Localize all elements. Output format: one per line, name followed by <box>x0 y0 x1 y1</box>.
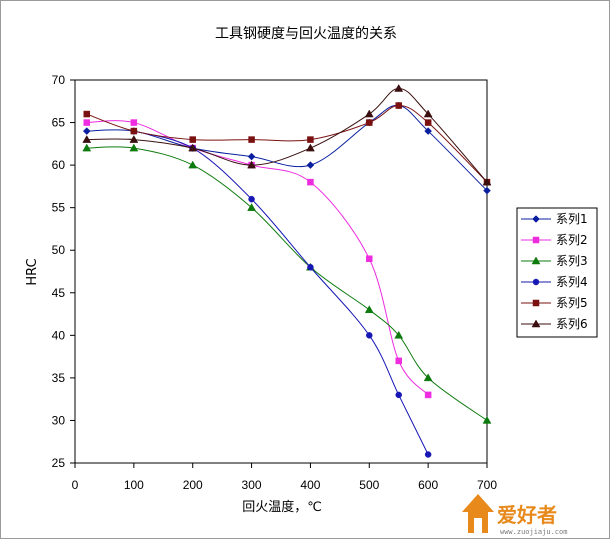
x-tick-label: 0 <box>72 478 79 492</box>
data-point <box>366 119 373 126</box>
data-point <box>307 178 314 186</box>
x-tick-label: 400 <box>300 478 320 492</box>
series-layer <box>82 84 492 458</box>
data-point <box>423 109 433 118</box>
y-tick-label: 35 <box>52 371 66 385</box>
house-icon <box>462 494 494 533</box>
legend-label: 系列1 <box>556 212 588 226</box>
x-tick-label: 200 <box>183 478 203 492</box>
legend-item: 系列2 <box>521 233 588 247</box>
legend-item: 系列6 <box>521 317 588 331</box>
data-point <box>424 391 432 399</box>
data-point <box>482 177 492 186</box>
y-tick-label: 25 <box>52 456 66 470</box>
legend-item: 系列5 <box>521 296 588 310</box>
data-point <box>395 102 402 109</box>
y-tick-label: 50 <box>52 243 66 257</box>
data-point <box>247 160 257 169</box>
data-point <box>394 330 404 339</box>
legend-label: 系列3 <box>556 254 588 268</box>
data-point <box>83 119 91 126</box>
y-tick-label: 55 <box>52 201 66 215</box>
legend-marker <box>531 256 541 265</box>
data-point <box>307 263 314 271</box>
data-point <box>366 255 373 262</box>
data-point <box>395 357 402 365</box>
x-tick-label: 100 <box>124 478 144 492</box>
data-point <box>82 135 92 143</box>
legend-item: 系列3 <box>521 254 588 268</box>
y-axis-label: HRC <box>25 258 40 285</box>
series-line <box>86 104 488 191</box>
y-tick-label: 60 <box>52 158 66 172</box>
data-point <box>129 135 139 143</box>
data-point <box>423 373 433 382</box>
watermark-sub-text: www.zuojiaju.com <box>500 528 567 536</box>
data-point <box>364 305 374 314</box>
x-tick-label: 700 <box>477 478 497 492</box>
data-point <box>129 143 139 152</box>
legend-marker <box>531 319 541 328</box>
data-point <box>482 415 492 424</box>
chart-title: 工具钢硬度与回火温度的关系 <box>215 26 397 42</box>
data-point <box>130 119 138 126</box>
legend-marker <box>532 215 540 223</box>
legend-item: 系列4 <box>521 275 588 289</box>
x-axis-label: 回火温度，℃ <box>242 499 322 515</box>
y-tick-label: 70 <box>52 73 66 87</box>
legend: 系列1 系列2 系列3 系列4 系列5 系列6 <box>521 212 588 331</box>
legend-box <box>516 207 598 338</box>
legend-label: 系列6 <box>556 317 588 331</box>
legend-item: 系列1 <box>521 212 588 226</box>
series-line <box>86 120 429 396</box>
legend-marker <box>532 236 540 244</box>
y-tick-label: 30 <box>52 413 66 427</box>
legend-marker <box>532 278 540 286</box>
data-point <box>305 143 315 152</box>
y-axis: 25 30 35 40 45 50 55 60 65 70 <box>52 73 75 470</box>
watermark-main-text: 爱好者 <box>497 503 557 527</box>
series-line <box>86 88 488 183</box>
legend-label: 系列4 <box>556 275 588 289</box>
data-point <box>364 109 374 118</box>
data-point <box>366 332 373 339</box>
legend-label: 系列2 <box>556 233 588 247</box>
data-point <box>188 160 198 169</box>
data-point <box>306 161 315 169</box>
data-point <box>307 136 314 143</box>
data-point <box>424 127 432 135</box>
legend-label: 系列5 <box>556 296 588 310</box>
watermark-logo: 爱好者 www.zuojiaju.com <box>462 494 567 536</box>
plot-area <box>74 79 488 464</box>
data-point <box>248 136 255 143</box>
data-point <box>394 84 404 92</box>
data-point <box>483 186 491 195</box>
data-point <box>424 451 432 458</box>
series-6 <box>82 84 492 186</box>
data-point <box>189 136 196 143</box>
x-tick-label: 300 <box>242 478 262 492</box>
data-point <box>247 152 256 161</box>
data-point <box>395 391 402 399</box>
data-point <box>188 143 198 152</box>
x-tick-label: 500 <box>359 478 379 492</box>
y-tick-label: 65 <box>52 116 66 130</box>
x-axis: 0 100 200 300 400 500 600 700 <box>72 463 497 492</box>
data-point <box>83 110 91 118</box>
data-point <box>247 203 257 211</box>
data-point <box>424 119 432 126</box>
data-point <box>248 195 255 203</box>
y-tick-label: 45 <box>52 286 66 300</box>
legend-marker <box>532 299 540 307</box>
data-point <box>130 127 138 135</box>
data-point <box>82 143 92 152</box>
x-tick-label: 600 <box>418 478 438 492</box>
data-point <box>82 127 91 135</box>
y-tick-label: 40 <box>52 328 66 342</box>
